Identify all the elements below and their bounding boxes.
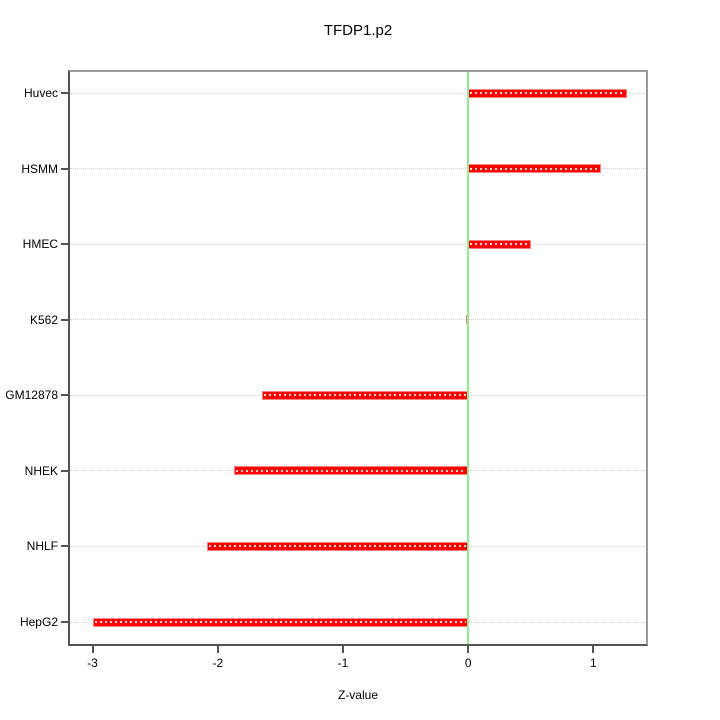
y-tick-label: Huvec: [23, 86, 58, 100]
row-gridline: [70, 168, 646, 170]
y-axis-tick: [61, 621, 68, 623]
x-axis-tick: [91, 646, 94, 653]
y-axis-tick: [61, 318, 68, 321]
y-tick-label: HMEC: [22, 237, 58, 252]
bar-center-dots: [94, 621, 467, 623]
y-axis-tick: [61, 243, 68, 246]
y-tick-label: K562: [29, 312, 58, 327]
y-tick-label: NHEK: [24, 463, 58, 478]
bar-gm12878: [261, 390, 469, 400]
zero-reference-line: [467, 72, 470, 644]
y-axis-tick: [61, 92, 68, 94]
bar-center-dots: [263, 394, 467, 397]
x-tick-label: -2: [212, 656, 224, 670]
y-tick-label: GM12878: [5, 388, 58, 403]
y-axis-tick: [61, 469, 68, 472]
bar-nhlf: [206, 541, 469, 551]
x-axis-tick: [592, 646, 595, 653]
chart-title: TFDP1.p2: [323, 22, 393, 39]
y-tick-label: HSMM: [21, 161, 58, 176]
bar-huvec: [468, 88, 628, 98]
x-tick-label: 0: [464, 656, 472, 670]
row-gridline: [70, 319, 646, 321]
x-axis-tick: [467, 646, 470, 653]
row-gridline: [70, 92, 646, 94]
bar-hepg2: [92, 617, 469, 627]
x-tick-label: 1: [590, 656, 597, 670]
bar-hsmm: [468, 164, 601, 174]
x-tick-label: -3: [87, 656, 98, 670]
y-axis-tick: [61, 394, 68, 397]
x-axis-tick: [342, 646, 344, 653]
bar-center-dots: [236, 469, 467, 472]
bar-center-dots: [208, 545, 467, 548]
bar-nhek: [234, 466, 469, 476]
y-tick-label: NHLF: [26, 539, 58, 554]
bar-hmec: [468, 239, 531, 249]
bar-center-dots: [470, 243, 529, 246]
plot-area: [68, 70, 648, 646]
row-gridline: [70, 243, 646, 245]
x-axis-tick: [216, 646, 219, 653]
bar-center-dots: [470, 92, 626, 94]
y-tick-label: HepG2: [19, 615, 58, 629]
y-axis-tick: [61, 545, 68, 548]
bar-center-dots: [470, 167, 599, 170]
x-axis-label: Z-value: [337, 688, 378, 702]
y-axis-tick: [61, 167, 68, 170]
x-tick-label: -1: [337, 656, 349, 670]
